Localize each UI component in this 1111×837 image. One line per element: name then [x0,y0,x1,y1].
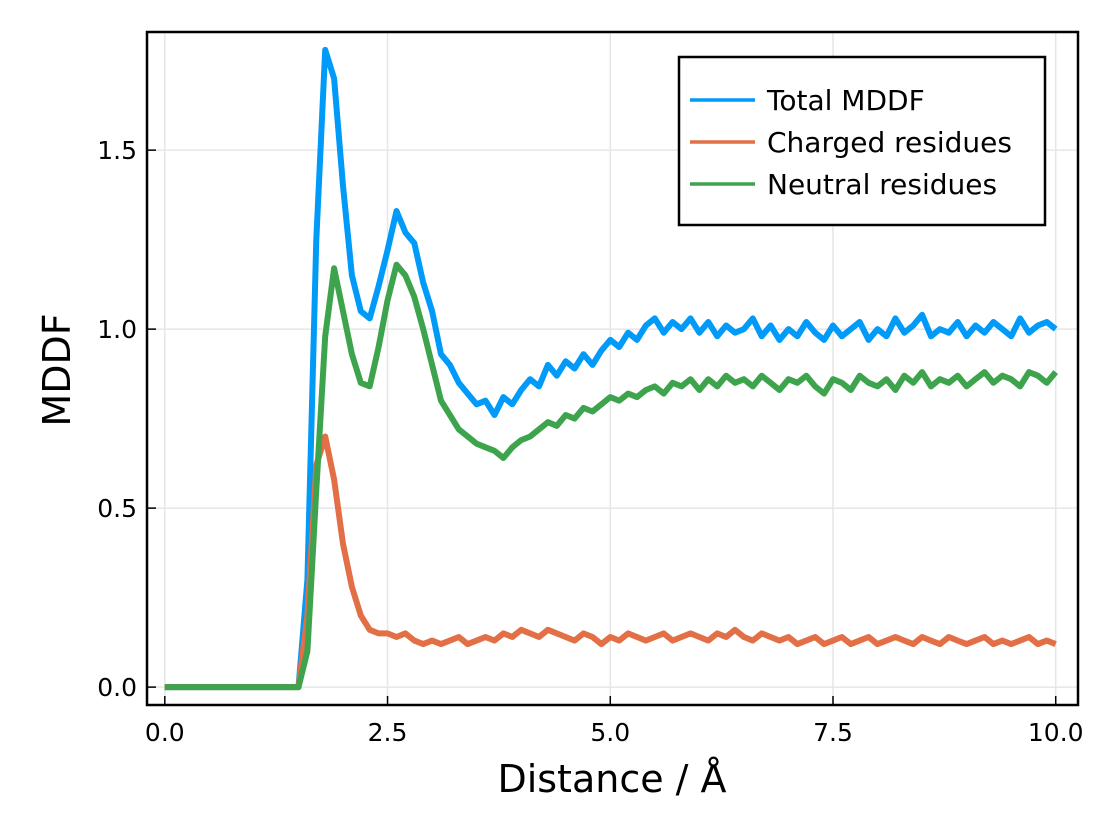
y-tick-label: 0.5 [97,494,137,523]
series-lines [164,46,1059,691]
x-tick-label: 5.0 [590,718,630,747]
x-tick-label: 7.5 [813,718,853,747]
x-tick-label: 2.5 [368,718,408,747]
series-line-total-mddf [164,46,1058,691]
y-tick-label: 0.0 [97,673,137,702]
x-tick-label: 0.0 [145,718,185,747]
y-tick-label: 1.0 [97,315,137,344]
series-line-charged-residues [164,433,1057,691]
tick-labels: 0.0 2.5 5.0 7.5 10.0 0.0 0.5 1.0 1.5 [97,136,1083,747]
x-axis-label: Distance / Å [497,757,726,801]
x-tick-label: 10.0 [1028,718,1084,747]
legend-label-neutral-residues: Neutral residues [767,168,997,201]
legend: Total MDDF Charged residues Neutral residu… [677,55,1047,227]
legend-label-total-mddf: Total MDDF [766,84,925,117]
y-axis-label: MDDF [35,313,79,426]
legend-label-charged-residues: Charged residues [767,126,1012,159]
plot-frame [145,30,1080,707]
y-tick-label: 1.5 [97,136,137,165]
series-line-neutral-residues [164,261,1059,691]
